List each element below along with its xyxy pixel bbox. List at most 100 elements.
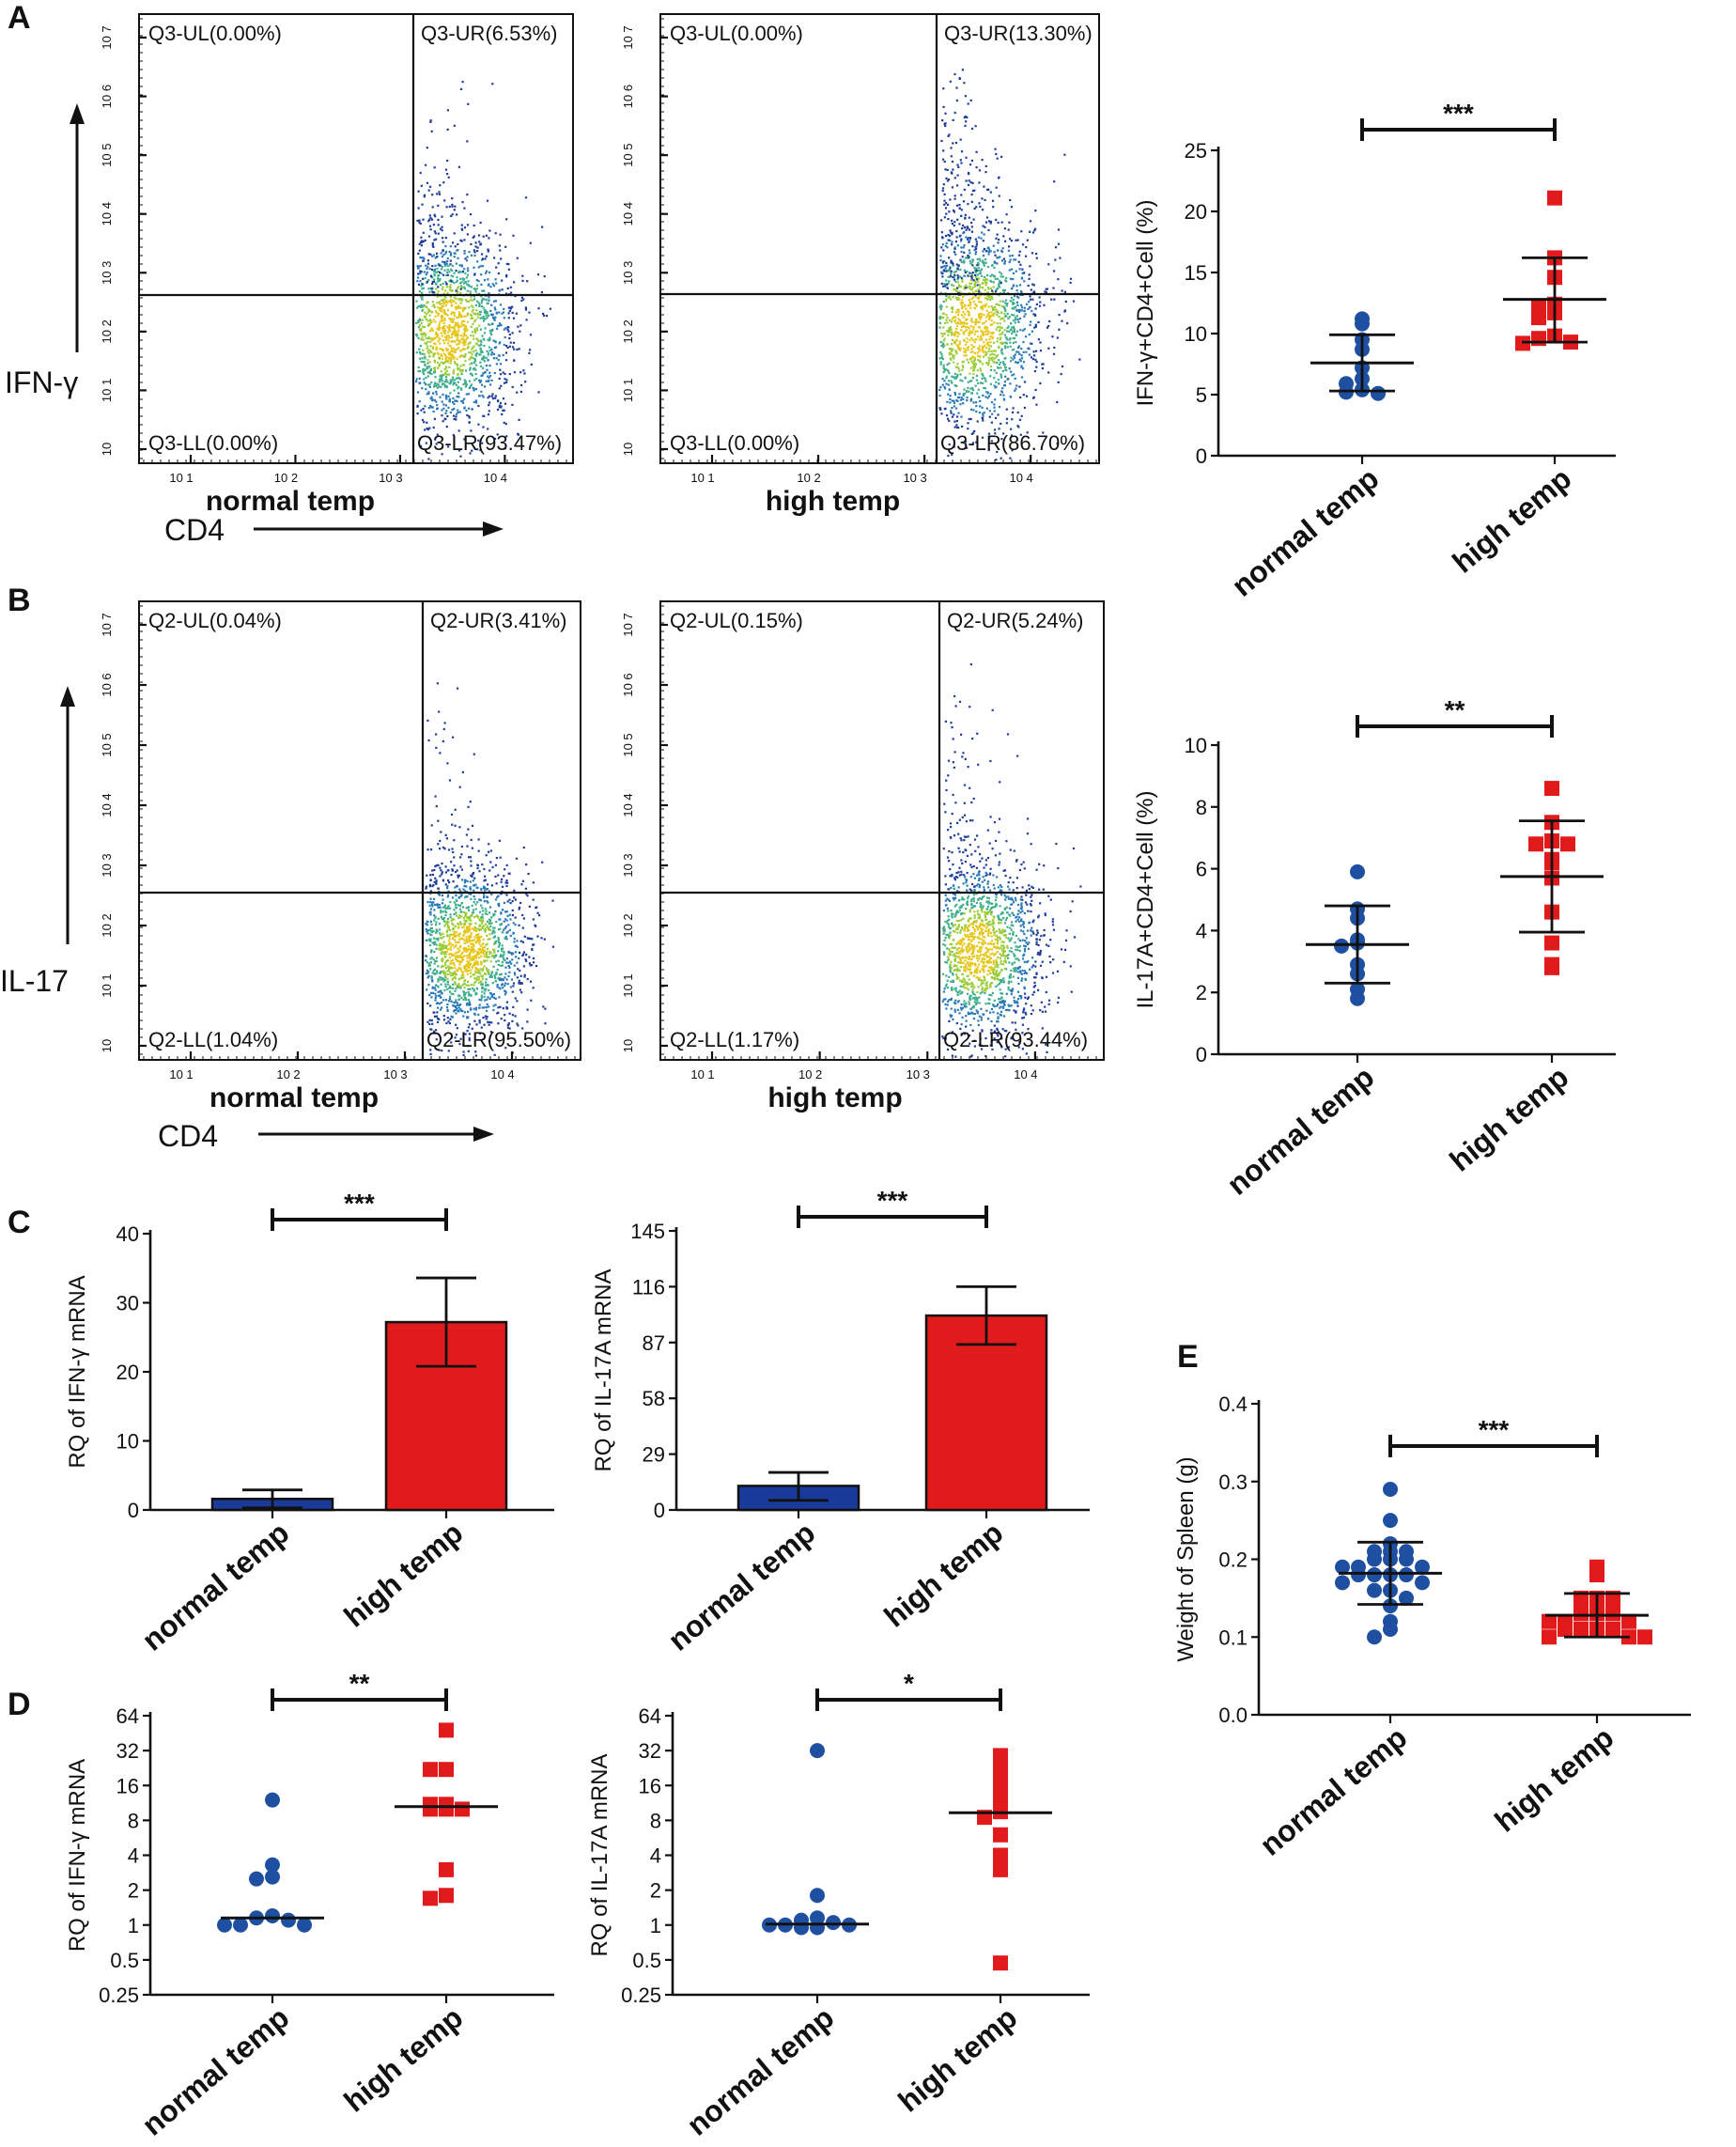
flow-event (508, 345, 511, 348)
flow-event (1002, 342, 1005, 345)
flow-event (457, 342, 460, 346)
flow-event (991, 199, 995, 202)
flow-event (447, 176, 450, 179)
flow-event (438, 263, 441, 266)
flow-event (1050, 298, 1053, 301)
flow-event (448, 324, 451, 327)
flow-event (940, 305, 943, 308)
flow-event (470, 936, 473, 939)
flow-event (459, 285, 463, 288)
flow-event (426, 976, 429, 979)
flow-event (1041, 363, 1044, 366)
flow-event (1044, 290, 1046, 293)
flow-event (488, 292, 490, 295)
flow-event (431, 291, 434, 294)
flow-event (508, 966, 511, 969)
flow-event (1056, 443, 1059, 445)
flow-event (437, 218, 440, 222)
flow-event (492, 316, 495, 319)
flow-event (451, 326, 454, 329)
flow-event (458, 411, 461, 413)
flow-event (469, 385, 472, 388)
flow-event (476, 886, 479, 890)
flow-event (479, 972, 482, 975)
flow-event (454, 989, 457, 992)
flow-event (1020, 376, 1024, 379)
flow-event (508, 1027, 511, 1030)
flow-event (988, 410, 991, 412)
flow-event (955, 420, 958, 423)
flow-event (470, 315, 473, 318)
flow-event (462, 998, 465, 1001)
flow-event (478, 303, 481, 306)
flow-event (417, 267, 420, 270)
flow-event (964, 95, 967, 98)
flow-event (421, 418, 425, 422)
flow-event (962, 232, 965, 235)
flow-event (1011, 411, 1015, 413)
flow-event (467, 300, 470, 303)
flow-event (442, 181, 445, 184)
flow-event (948, 388, 951, 391)
flow-event (950, 272, 953, 275)
flow-event (488, 271, 491, 274)
flow-event (450, 274, 453, 277)
flow-event (966, 341, 969, 344)
flow-event (1001, 331, 1004, 334)
flow-event (417, 272, 420, 275)
flow-event (482, 948, 485, 951)
flow-event (996, 157, 999, 160)
flow-event (1048, 319, 1051, 323)
flow-event (479, 449, 482, 452)
flow-event (524, 887, 527, 890)
flow-event (969, 356, 972, 360)
flow-event (1014, 377, 1016, 380)
flow-event (463, 929, 467, 932)
flow-event (461, 401, 465, 404)
flow-event (447, 1020, 450, 1023)
flow-event (1028, 353, 1031, 356)
flow-event (1000, 376, 1003, 379)
flow-event (500, 257, 503, 260)
flow-event (482, 355, 485, 358)
flow-event (991, 297, 994, 300)
flow-event (1000, 272, 1003, 275)
flow-event (989, 382, 992, 385)
flow-event (982, 374, 984, 377)
flow-event (480, 983, 483, 986)
flow-event (475, 1023, 478, 1026)
flow-event (951, 241, 953, 243)
flow-event (989, 341, 992, 344)
flow-event (426, 262, 429, 265)
flow-event (457, 366, 459, 369)
flow-event (446, 373, 449, 376)
flow-event (1015, 319, 1017, 321)
flow-event (1012, 341, 1015, 344)
flow-event (982, 332, 984, 334)
flow-event (480, 996, 483, 1000)
flow-event (477, 404, 480, 408)
flow-event (458, 916, 461, 919)
flow-event (432, 426, 435, 429)
flow-event (470, 975, 473, 978)
flow-event (985, 221, 988, 224)
flow-event (486, 895, 488, 899)
flow-event (516, 391, 519, 394)
flow-event (471, 987, 474, 990)
flow-event (970, 432, 973, 435)
flow-event (463, 339, 466, 342)
flow-event (433, 278, 436, 281)
flow-event (441, 382, 444, 386)
flow-event (469, 290, 472, 293)
flow-event (1069, 281, 1072, 284)
flow-event (516, 348, 519, 351)
flow-event (473, 951, 475, 954)
flow-event (989, 323, 992, 326)
flow-event (1015, 258, 1017, 261)
flow-event (449, 362, 452, 365)
flow-event (486, 934, 488, 937)
flow-event (978, 359, 981, 362)
flow-event (445, 206, 448, 209)
flow-event (1027, 307, 1030, 311)
flow-event (995, 356, 998, 359)
